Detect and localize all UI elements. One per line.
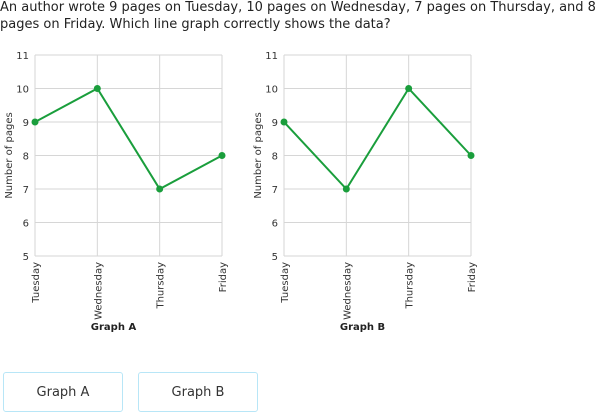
question-text: An author wrote 9 pages on Tuesday, 10 p… — [0, 0, 596, 32]
y-tick-label: 7 — [272, 185, 278, 196]
y-tick-label: 10 — [16, 85, 29, 96]
x-tick-label: Tuesday — [280, 262, 291, 304]
y-tick-label: 9 — [272, 118, 278, 129]
y-tick-label: 11 — [16, 51, 29, 62]
y-tick-label: 9 — [23, 118, 29, 129]
data-point — [280, 118, 288, 126]
y-tick-label: 11 — [265, 51, 278, 62]
x-tick-label: Wednesday — [342, 262, 353, 320]
graph-a-button[interactable]: Graph A — [3, 372, 123, 412]
x-tick-label: Friday — [467, 262, 478, 292]
y-tick-label: 5 — [23, 252, 29, 263]
x-tick-label: Tuesday — [31, 262, 42, 304]
graph-b-svg: 5 6 7 8 9 10 11 Tuesday Wednesday Thursday Friday N… — [253, 51, 478, 333]
graph-title: Graph B — [340, 322, 385, 333]
y-tick-label: 7 — [23, 185, 29, 196]
data-point — [467, 152, 475, 159]
graph-b: 5 6 7 8 9 10 11 Tuesday Wednesday Thursday Friday N… — [249, 40, 494, 340]
y-tick-label: 8 — [272, 152, 278, 163]
data-point — [31, 118, 39, 126]
data-line — [283, 86, 472, 191]
graph-title: Graph A — [91, 322, 137, 333]
y-tick-label: 5 — [272, 252, 278, 263]
x-tick-label: Thursday — [156, 262, 167, 310]
y-axis-label: Number of pages — [253, 112, 264, 198]
data-point — [93, 85, 101, 92]
y-tick-label: 8 — [23, 152, 29, 163]
data-point — [218, 152, 226, 159]
data-point — [405, 85, 413, 92]
x-tick-label: Friday — [218, 262, 229, 292]
y-axis-label: Number of pages — [4, 112, 15, 198]
graph-a: 5 6 7 8 9 10 11 Tuesday Wednesday Thursday Friday N… — [0, 40, 245, 340]
data-point — [156, 185, 164, 193]
x-tick-label: Wednesday — [93, 262, 104, 320]
graph-a-svg: 5 6 7 8 9 10 11 Tuesday Wednesday Thursday Friday N… — [4, 51, 229, 333]
graph-b-button[interactable]: Graph B — [138, 372, 258, 412]
x-tick-label: Thursday — [405, 262, 416, 310]
y-tick-label: 6 — [272, 219, 278, 230]
y-tick-label: 6 — [23, 219, 29, 230]
y-tick-label: 10 — [265, 85, 278, 96]
data-line — [34, 87, 223, 191]
data-point — [342, 185, 350, 193]
